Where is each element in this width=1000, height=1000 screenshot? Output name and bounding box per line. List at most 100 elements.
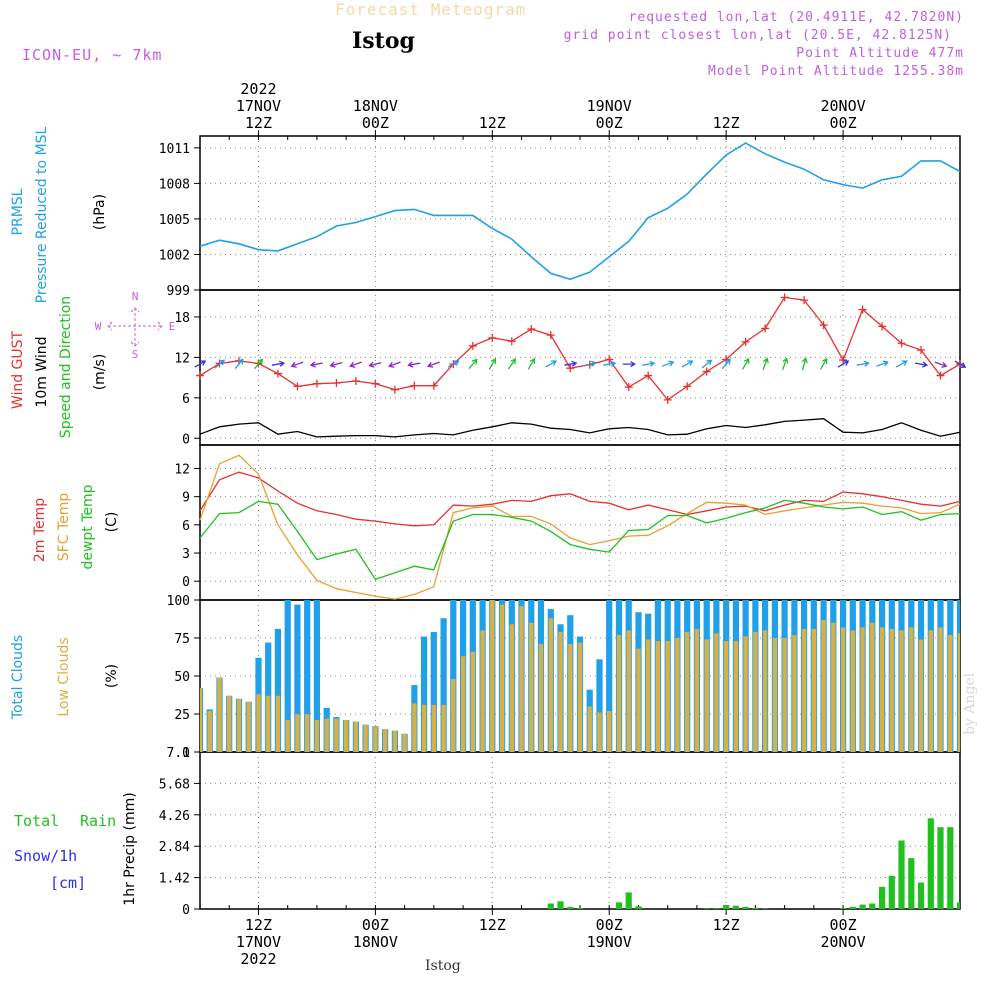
rain-bar [956, 902, 960, 909]
y-tick-label: 25 [174, 708, 190, 723]
cloud-bar-low [811, 628, 816, 752]
x-tick-label-bottom: 00Z [596, 916, 623, 934]
wind-arrow-icon [742, 357, 750, 370]
y-tick-label: 1002 [159, 248, 190, 263]
cloud-bar-low [909, 627, 914, 752]
y-tick-label: 5.68 [159, 777, 190, 792]
cloud-bar-low [460, 656, 466, 752]
y-tick-label: 9 [182, 491, 190, 506]
gust-marker [410, 381, 419, 390]
cloud-bar-low [607, 711, 612, 752]
cloud-bar-total [274, 628, 281, 752]
series-line-wind-gust [199, 296, 961, 401]
cloud-bar-low [636, 648, 641, 752]
compass-e: E [169, 320, 176, 333]
gust-marker [858, 305, 867, 314]
cloud-bar-low [480, 630, 485, 752]
axis-label: Speed and Direction [58, 296, 74, 438]
panel-frame-precipitation [199, 751, 961, 910]
cloud-bar-low [256, 694, 261, 752]
x-tick-label-bottom: 17NOV [236, 933, 281, 951]
rain-bar [547, 903, 554, 909]
gust-marker [507, 337, 516, 346]
cloud-bar-low [275, 695, 281, 752]
axis-label: SFC Temp [56, 493, 72, 562]
wind-arrow-icon [329, 361, 343, 368]
legend-rain: Rain [80, 812, 116, 830]
series-line-10m-wind [199, 418, 961, 438]
axis-label: (C) [104, 512, 120, 533]
cloud-bar-low [314, 720, 320, 752]
app-title: Forecast Meteogram [335, 0, 527, 19]
y-tick-label: 1005 [159, 213, 190, 228]
cloud-bar-low [577, 642, 583, 752]
x-tick-label-bottom: 20NOV [820, 933, 865, 951]
wind-arrow-icon [622, 360, 636, 368]
cloud-bar-low [714, 633, 719, 752]
y-tick-label: 999 [167, 284, 190, 299]
wind-arrow-icon [388, 361, 401, 368]
wind-arrow-icon [447, 360, 460, 368]
requested-coords: requested lon,lat (20.4911E, 42.7820N) [628, 10, 964, 25]
wind-arrow-icon [801, 357, 808, 371]
y-tick-label: 0 [182, 746, 190, 761]
cloud-bar-low [305, 714, 310, 752]
cloud-bar-total [284, 600, 291, 752]
gust-marker [819, 321, 828, 330]
wind-arrow-icon [914, 361, 929, 368]
cloud-bar-low [421, 704, 427, 752]
x-tick-label-top: 12Z [245, 114, 272, 132]
y-tick-label: 7.1 [167, 746, 190, 761]
cloud-bar-low [772, 638, 778, 752]
y-tick-label: 12 [174, 462, 190, 477]
gust-marker [527, 325, 536, 334]
axis-label: Pressure Reduced to MSL [34, 126, 50, 303]
y-tick-label: 50 [174, 670, 190, 685]
cloud-bar-low [431, 704, 436, 752]
gust-marker [371, 379, 380, 388]
cloud-bar-low [870, 622, 875, 752]
wind-arrow-icon [349, 361, 362, 368]
wind-arrow-icon [427, 361, 440, 368]
x-tick-label-top: 2022 [240, 80, 276, 98]
rain-bar [635, 906, 642, 909]
pressure-line [199, 142, 961, 281]
gust-marker [917, 345, 926, 354]
wind-arrow-icon [876, 360, 889, 367]
x-tick-label-top: 12Z [713, 114, 740, 132]
gust-marker [293, 382, 302, 391]
watermark: by Angel [962, 672, 978, 735]
wind-arrow-icon [468, 358, 478, 370]
rain-bar [888, 875, 895, 909]
cloud-bar-low [490, 600, 495, 752]
axis-label: Low Clouds [56, 637, 72, 716]
cloud-bar-total [450, 600, 457, 752]
wind-arrow-icon [642, 360, 656, 367]
rain-bar [947, 827, 954, 909]
wind-arrow-icon [254, 358, 264, 370]
cloud-bar-low [743, 636, 748, 752]
cloud-bar-low [724, 641, 729, 752]
axis-label: (hPa) [92, 194, 108, 230]
y-tick-label: 0 [182, 903, 190, 918]
gust-marker [624, 383, 633, 392]
gust-marker [332, 379, 341, 387]
cloud-bar-low [295, 714, 300, 752]
wind-arrow-icon [214, 359, 226, 369]
gust-marker [605, 355, 614, 364]
cloud-bar-low [685, 631, 690, 752]
rain-bar [615, 902, 623, 909]
rain-bar [908, 858, 915, 909]
gust-marker [312, 379, 321, 388]
wind-arrow-icon [407, 361, 421, 368]
cloud-bar-low [382, 729, 388, 752]
point-altitude: Point Altitude 477m [796, 46, 964, 61]
gust-marker [468, 341, 477, 350]
wind-arrow-icon [234, 358, 244, 370]
cloud-bar-low [821, 619, 826, 752]
wind-arrow-icon [701, 359, 713, 369]
cloud-bar-low [402, 733, 407, 752]
cloud-bar-low [831, 622, 836, 752]
x-tick-label-bottom: 12Z [479, 916, 506, 934]
